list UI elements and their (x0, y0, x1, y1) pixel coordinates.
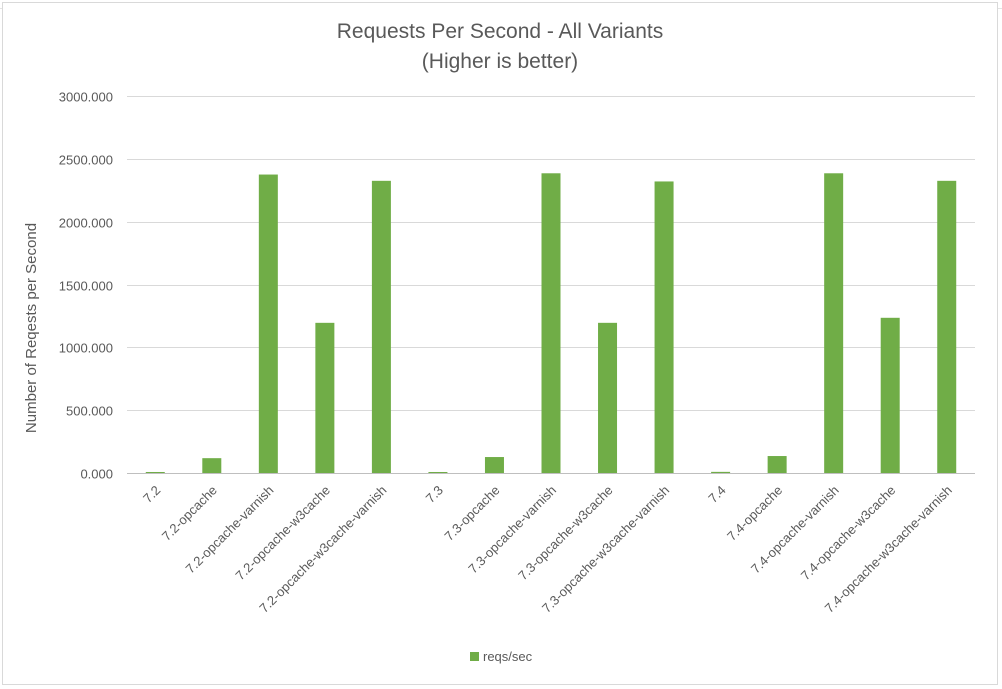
chart-subtitle: (Higher is better) (422, 50, 578, 73)
chart-title: Requests Per Second - All Variants (337, 20, 663, 43)
x-tick-label: 7.2-opcache-w3cache (232, 483, 333, 584)
x-axis-ticks: 7.27.2-opcache7.2-opcache-varnish7.2-opc… (140, 483, 955, 616)
x-tick-label: 7.3 (423, 483, 446, 506)
y-tick-label: 2500.000 (59, 153, 113, 168)
bars (145, 173, 957, 473)
bar (880, 317, 900, 473)
bar (711, 471, 731, 473)
legend-swatch (470, 652, 479, 661)
legend-label: reqs/sec (483, 649, 533, 664)
x-tick-label: 7.3-opcache-w3cache (515, 483, 616, 584)
bar (654, 181, 674, 473)
y-tick-label: 2000.000 (59, 216, 113, 231)
x-tick-label: 7.2 (140, 483, 163, 506)
x-tick-label: 7.4 (705, 483, 728, 506)
bar (258, 174, 278, 473)
bar (371, 180, 391, 473)
y-tick-label: 3000.000 (59, 90, 113, 105)
y-tick-label: 1500.000 (59, 279, 113, 294)
y-tick-label: 1000.000 (59, 341, 113, 356)
bar (202, 458, 222, 473)
bar (428, 471, 448, 473)
y-tick-label: 500.000 (66, 404, 113, 419)
legend: reqs/sec (470, 649, 533, 664)
bar (484, 457, 504, 473)
y-axis-ticks: 0.000 500.000 1000.000 1500.000 2000.000 2500… (59, 90, 113, 482)
bar (145, 471, 165, 473)
x-tick-label: 7.2-opcache (159, 483, 220, 544)
y-axis-label: Number of Reqests per Second (23, 223, 40, 433)
x-tick-label: 7.3-opcache (441, 483, 502, 544)
bar-chart: Requests Per Second - All Variants (High… (23, 20, 975, 664)
y-tick-label: 0.000 (80, 467, 113, 482)
bar (767, 456, 787, 473)
x-tick-label: 7.4-opcache-w3cache (798, 483, 899, 584)
bar (598, 322, 618, 473)
bar (315, 322, 335, 473)
bar (541, 173, 561, 473)
x-tick-label: 7.4-opcache (724, 483, 785, 544)
bar (937, 180, 957, 473)
bar (824, 173, 844, 473)
